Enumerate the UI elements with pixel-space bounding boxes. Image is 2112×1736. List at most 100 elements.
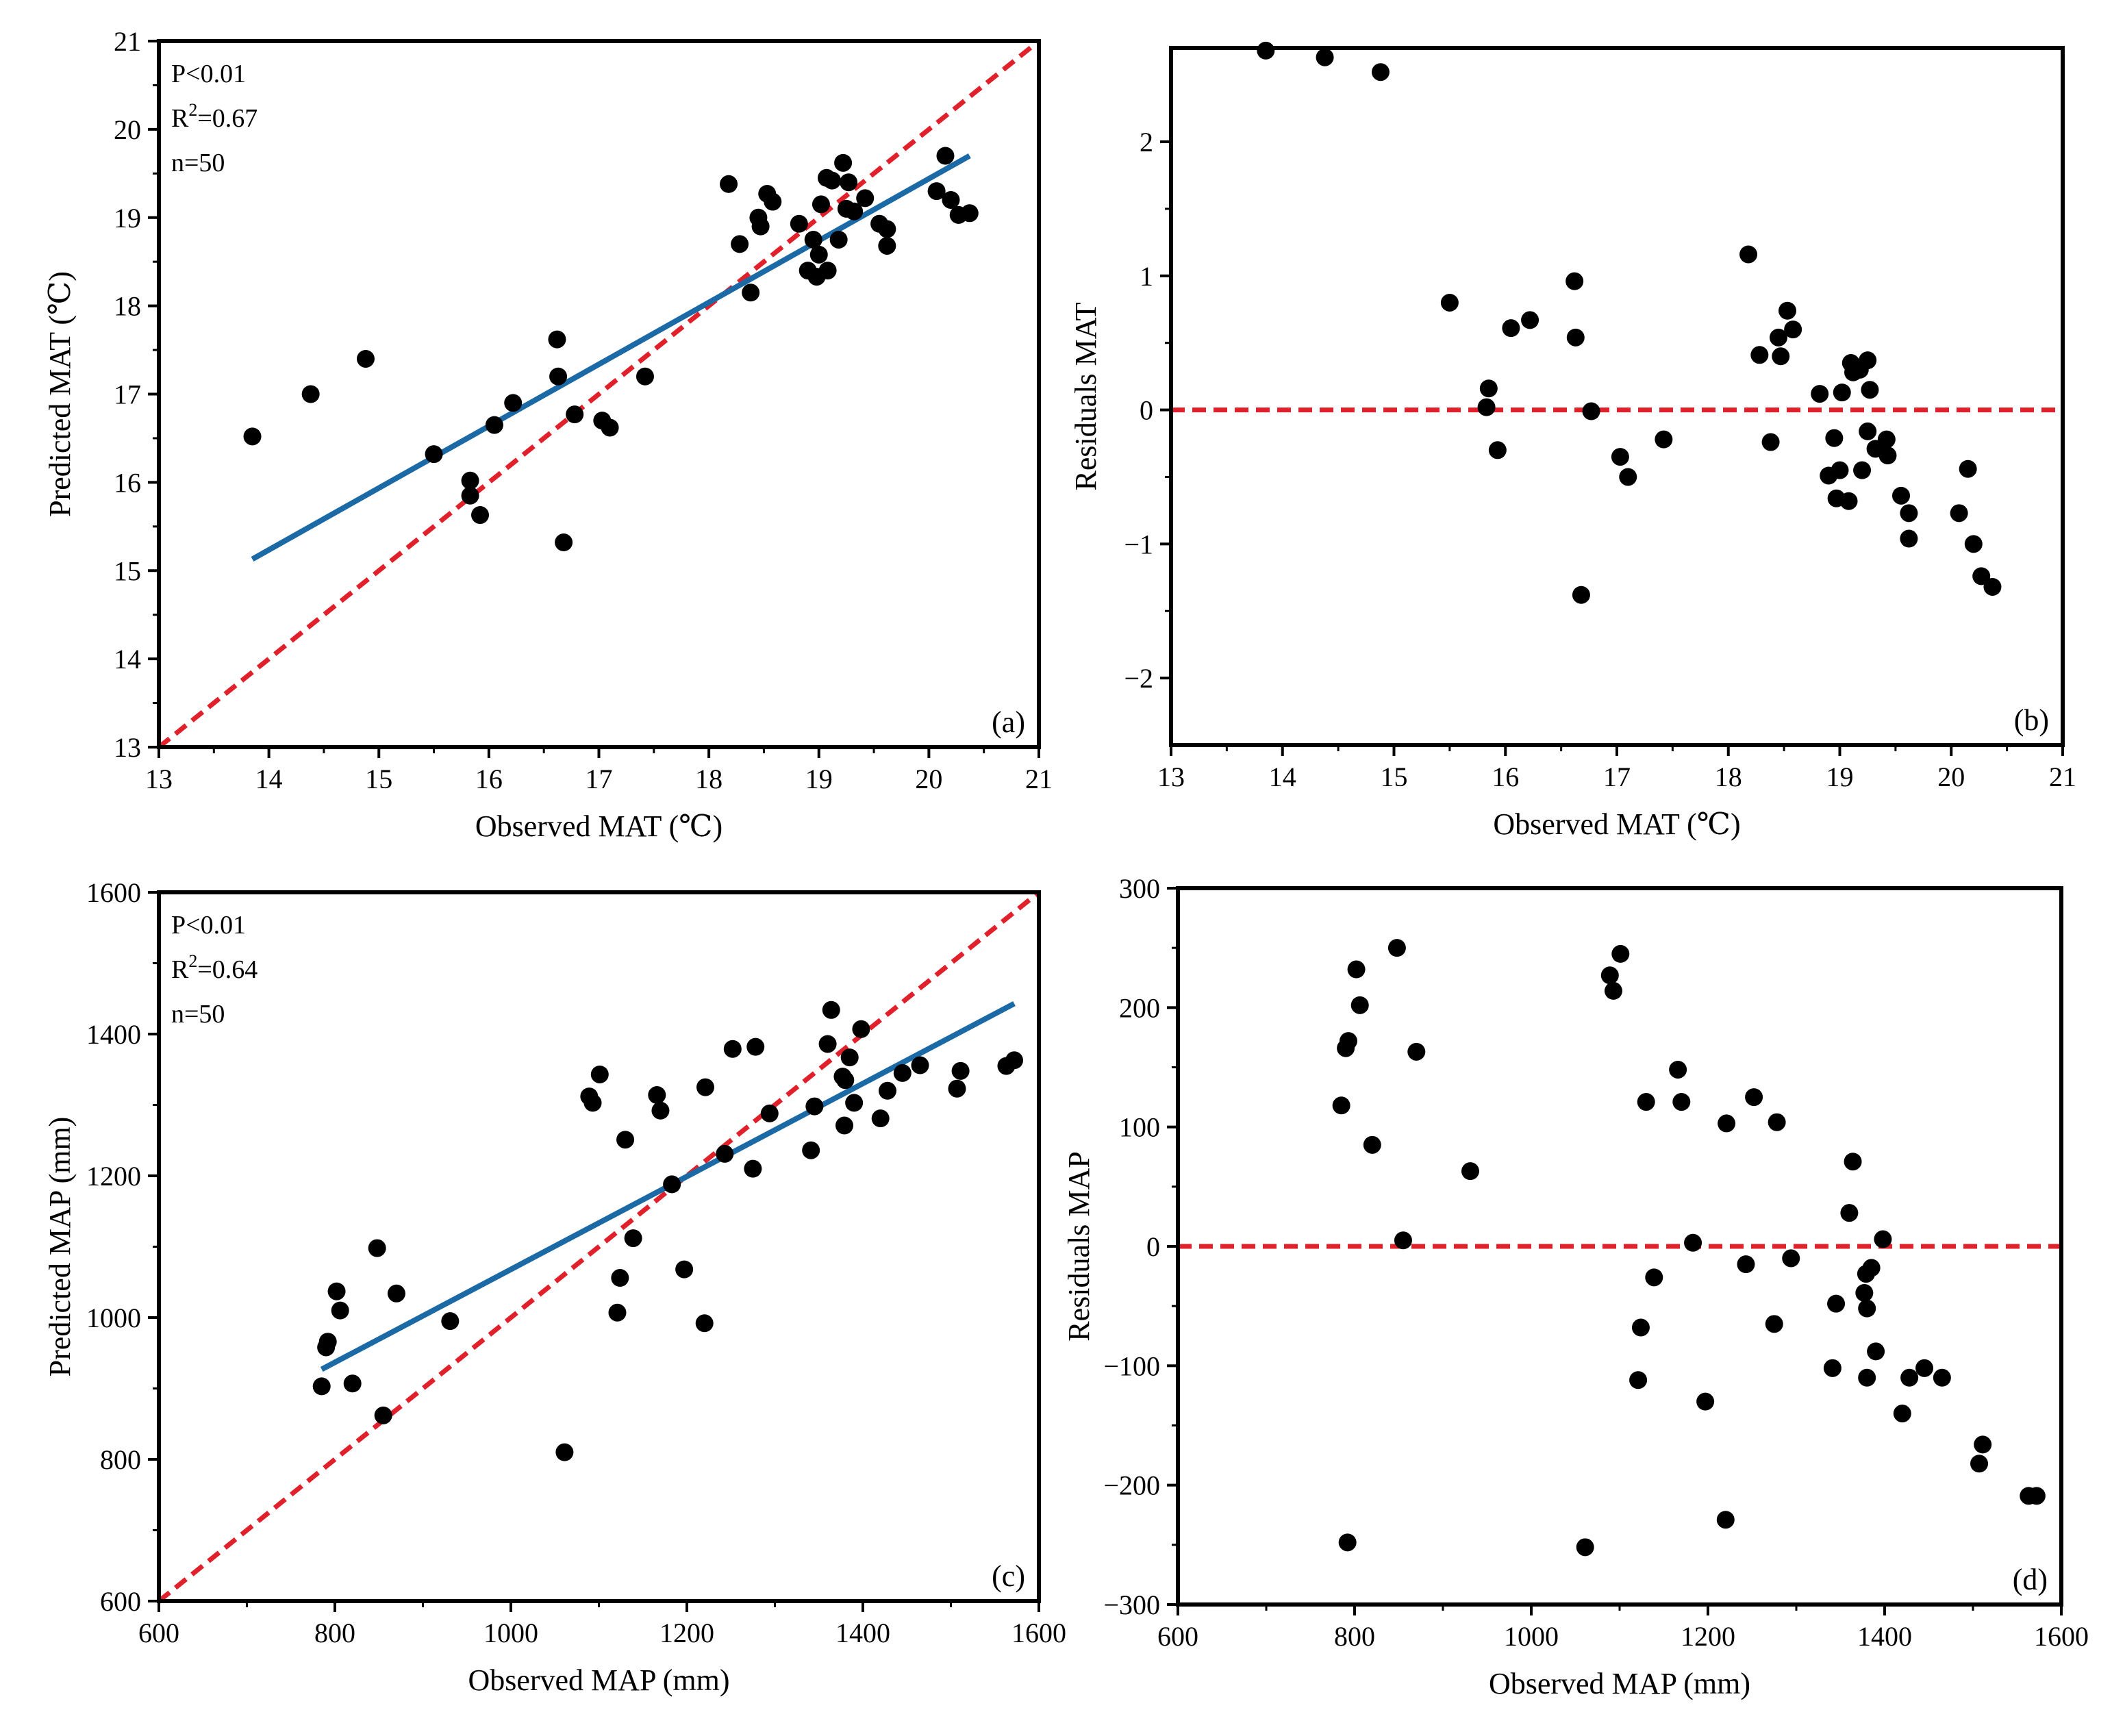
data-point bbox=[1974, 1435, 1992, 1454]
data-point bbox=[611, 1269, 629, 1287]
data-point bbox=[471, 506, 490, 525]
y-tick-label: 16 bbox=[114, 467, 141, 498]
x-tick-label: 20 bbox=[1937, 762, 1965, 792]
data-point bbox=[243, 427, 262, 446]
p-value-text: P<0.01 bbox=[171, 60, 246, 88]
y-tick-label: 13 bbox=[114, 732, 141, 763]
data-point bbox=[1900, 529, 1918, 548]
y-tick-label: 1400 bbox=[86, 1019, 141, 1050]
data-point bbox=[1983, 577, 2002, 596]
data-point bbox=[1604, 981, 1622, 1000]
data-point bbox=[327, 1282, 346, 1300]
data-point bbox=[1611, 448, 1629, 466]
data-point bbox=[1572, 586, 1590, 604]
data-point bbox=[1684, 1233, 1702, 1252]
data-point bbox=[1645, 1268, 1663, 1287]
data-point bbox=[312, 1377, 331, 1396]
data-point bbox=[1477, 398, 1496, 416]
data-point bbox=[2027, 1487, 2046, 1505]
data-point bbox=[1371, 63, 1390, 81]
data-point bbox=[1855, 1283, 1874, 1302]
y-tick-label: 0 bbox=[1140, 395, 1153, 426]
data-point bbox=[441, 1312, 460, 1331]
x-tick-label: 800 bbox=[1334, 1621, 1375, 1652]
regression-line bbox=[251, 153, 971, 562]
y-tick-label: 100 bbox=[1119, 1112, 1160, 1143]
data-point bbox=[616, 1131, 635, 1149]
data-point bbox=[1655, 430, 1673, 449]
data-point bbox=[818, 262, 837, 280]
x-axis-label: Observed MAT (℃) bbox=[475, 809, 722, 843]
y-tick-label: 1600 bbox=[86, 877, 141, 908]
y-tick-label: −300 bbox=[1103, 1589, 1160, 1620]
x-tick-label: 18 bbox=[1715, 762, 1742, 792]
r-squared-text: R2=0.64 bbox=[171, 951, 257, 984]
data-point bbox=[1619, 468, 1637, 486]
data-point bbox=[1768, 1113, 1786, 1131]
data-point bbox=[1479, 379, 1498, 398]
data-point bbox=[805, 1097, 824, 1116]
data-point bbox=[318, 1333, 337, 1351]
data-point bbox=[1739, 245, 1758, 264]
data-point bbox=[878, 1081, 896, 1100]
data-point bbox=[696, 1078, 714, 1096]
data-point bbox=[695, 1314, 714, 1333]
x-tick-label: 20 bbox=[915, 764, 942, 794]
x-tick-label: 1600 bbox=[2034, 1621, 2089, 1652]
x-tick-label: 1600 bbox=[1011, 1618, 1066, 1648]
data-point bbox=[387, 1284, 405, 1303]
data-point bbox=[356, 349, 375, 368]
data-points bbox=[1257, 41, 2002, 604]
data-point bbox=[583, 1094, 602, 1112]
data-point bbox=[1502, 319, 1520, 338]
y-tick-label: 1200 bbox=[86, 1161, 141, 1192]
data-point bbox=[566, 405, 584, 424]
data-point bbox=[1582, 402, 1600, 420]
data-point bbox=[1461, 1162, 1479, 1181]
data-point bbox=[723, 1040, 742, 1058]
data-point bbox=[1566, 328, 1585, 347]
data-point bbox=[1874, 1230, 1892, 1248]
data-point bbox=[1859, 422, 1877, 440]
data-point bbox=[856, 189, 875, 207]
data-point bbox=[812, 195, 830, 214]
x-tick-label: 15 bbox=[1381, 762, 1408, 792]
data-point bbox=[951, 1061, 970, 1080]
data-point bbox=[374, 1406, 392, 1424]
data-point bbox=[1669, 1060, 1687, 1079]
y-tick-label: 15 bbox=[114, 555, 141, 586]
data-point bbox=[1915, 1359, 1934, 1377]
data-point bbox=[1350, 996, 1369, 1014]
data-point bbox=[823, 171, 842, 190]
data-point bbox=[1769, 328, 1787, 347]
data-point bbox=[1005, 1051, 1024, 1070]
x-tick-label: 13 bbox=[1157, 762, 1185, 792]
data-point bbox=[835, 1116, 854, 1135]
data-point bbox=[1782, 1249, 1800, 1268]
data-point bbox=[1933, 1368, 1951, 1387]
data-point bbox=[1867, 1342, 1885, 1361]
data-point bbox=[485, 416, 503, 434]
data-point bbox=[893, 1064, 912, 1082]
data-point bbox=[1347, 960, 1366, 979]
y-tick-label: 1 bbox=[1140, 261, 1153, 292]
data-point bbox=[1637, 1093, 1655, 1111]
data-point bbox=[1950, 504, 1968, 523]
data-point bbox=[1716, 1511, 1735, 1529]
data-point bbox=[1745, 1088, 1763, 1107]
x-tick-label: 14 bbox=[1269, 762, 1296, 792]
data-point bbox=[648, 1086, 666, 1105]
data-point bbox=[1363, 1135, 1381, 1154]
data-points bbox=[1332, 939, 2046, 1557]
data-point bbox=[948, 1079, 966, 1098]
panel-a: 13 14 15 16 17 18 19 20 21 13 14 15 16 17 18 19 20 21 Obse… bbox=[43, 26, 1053, 843]
data-point bbox=[936, 147, 955, 165]
data-point bbox=[1521, 311, 1539, 329]
data-point bbox=[1765, 1315, 1783, 1333]
panel-d: 600 800 1000 1200 1400 1600 −300 −200 −100 0 100 20… bbox=[1062, 873, 2089, 1700]
y-tick-label: −1 bbox=[1124, 529, 1153, 559]
data-point bbox=[343, 1374, 362, 1393]
y-tick-label: 200 bbox=[1119, 992, 1160, 1023]
data-point bbox=[834, 153, 853, 172]
data-point bbox=[461, 486, 479, 505]
